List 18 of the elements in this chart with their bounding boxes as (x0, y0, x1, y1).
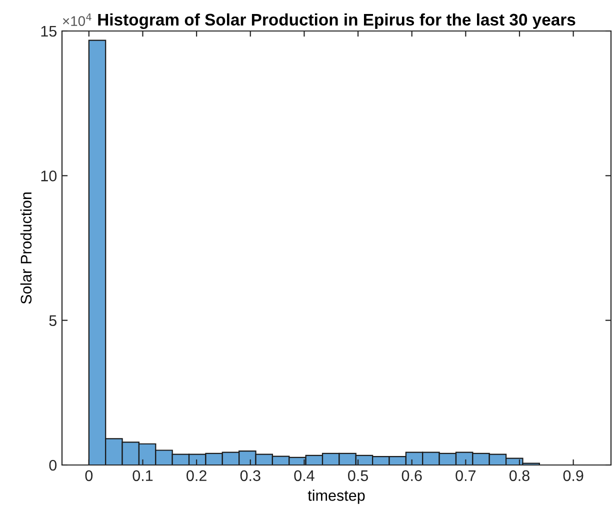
text: ×10$^{4}$ (62, 13, 92, 26)
x-tick-label: 0.9 (563, 470, 584, 482)
y-tick-label: 15 (41, 26, 56, 37)
x-tick-label: 0.2 (186, 470, 206, 482)
y-tick-label: 10 (41, 170, 57, 182)
x-tick-label: 0 (85, 470, 93, 482)
x-tick-label: 0.3 (240, 470, 260, 482)
x-axis-title: timestep (308, 490, 365, 504)
x-tick-label: 0.7 (456, 470, 476, 482)
x-tick-label: 0.6 (402, 470, 422, 482)
y-axis-title: Solar Production (20, 192, 32, 304)
x-tick-label: 0.1 (132, 470, 153, 482)
chart-title: Histogram of Solar Production in Epirus for the last 30 years (98, 13, 576, 29)
x-tick-label: 0.4 (294, 470, 314, 482)
x-tick-label: 0.5 (348, 470, 368, 482)
y-tick-label: 0 (49, 460, 57, 471)
y-tick-label: 5 (49, 315, 56, 326)
x-tick-label: 0.8 (509, 470, 530, 482)
